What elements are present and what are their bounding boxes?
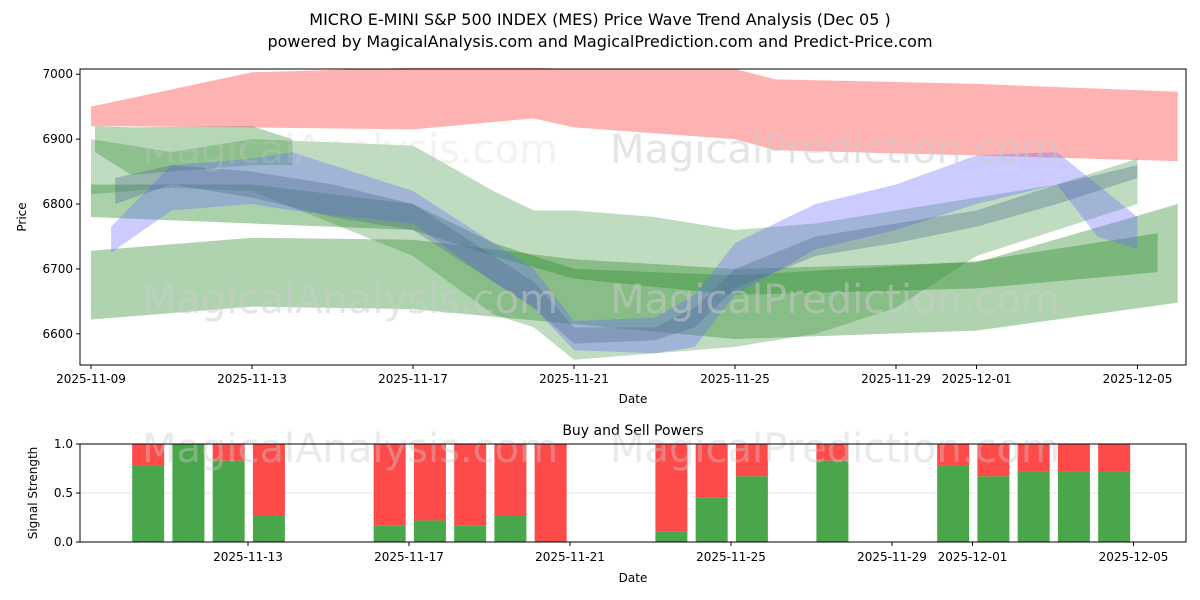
- subplot-title: Buy and Sell Powers: [562, 423, 703, 439]
- buy-bar: [454, 525, 487, 542]
- buy-bar: [937, 465, 970, 542]
- x-axis-label: Date: [619, 571, 648, 585]
- y-axis-label: Signal Strength: [26, 447, 40, 540]
- price-band-0: [91, 67, 1178, 162]
- price-band-4: [91, 139, 1138, 360]
- watermark: MagicalAnalysis.com: [142, 277, 558, 323]
- y-tick-label: 7000: [42, 67, 73, 81]
- sell-bar: [252, 444, 285, 516]
- buy-bar: [1098, 471, 1131, 542]
- buy-bar: [252, 515, 285, 542]
- sell-bar: [937, 444, 970, 466]
- sell-bar: [494, 444, 527, 516]
- buy-bar: [735, 476, 768, 542]
- watermark: MagicalPrediction.com: [610, 127, 1060, 173]
- x-tick-label: 2025-11-09: [56, 372, 126, 386]
- sell-bar: [413, 444, 446, 521]
- x-tick-label: 2025-11-17: [374, 550, 444, 564]
- plot-frame: [79, 68, 1187, 366]
- sell-bar: [1017, 444, 1050, 472]
- x-tick-label: 2025-12-05: [1099, 550, 1169, 564]
- chart-title: MICRO E-MINI S&P 500 INDEX (MES) Price W…: [309, 10, 891, 29]
- buy-bar: [172, 444, 205, 542]
- y-tick-label: 0.0: [54, 535, 73, 549]
- x-tick-label: 2025-11-21: [535, 550, 605, 564]
- price-band-3: [91, 184, 1158, 295]
- chart-subtitle: powered by MagicalAnalysis.com and Magic…: [267, 32, 933, 51]
- sell-bar: [132, 444, 165, 466]
- buy-bar: [373, 525, 406, 542]
- sell-bar: [816, 444, 849, 461]
- x-tick-label: 2025-11-13: [213, 550, 283, 564]
- x-tick-label: 2025-11-13: [217, 372, 287, 386]
- buy-bar: [655, 531, 688, 542]
- price-band-1: [95, 126, 293, 175]
- x-tick-label: 2025-11-25: [696, 550, 766, 564]
- buy-bar: [132, 465, 165, 542]
- buy-bar: [816, 460, 849, 542]
- x-tick-label: 2025-12-01: [942, 372, 1012, 386]
- buy-bar: [977, 476, 1010, 542]
- price-band-6: [115, 165, 1138, 344]
- x-axis-label: Date: [619, 392, 648, 406]
- price-band-5: [111, 152, 1138, 354]
- watermark: MagicalPrediction.com: [610, 277, 1060, 323]
- y-tick-label: 6600: [42, 327, 73, 341]
- buy-bar: [1017, 471, 1050, 542]
- sell-bar: [534, 444, 567, 542]
- watermark: MagicalPrediction.com: [610, 426, 1060, 472]
- y-tick-label: 6800: [42, 197, 73, 211]
- sell-bar: [1057, 444, 1090, 472]
- price-band-2: [91, 204, 1178, 340]
- watermark: MagicalAnalysis.com: [142, 426, 558, 472]
- sell-bar: [695, 444, 728, 498]
- x-tick-label: 2025-12-05: [1103, 372, 1173, 386]
- watermark: MagicalAnalysis.com: [142, 127, 558, 173]
- sell-bar: [454, 444, 487, 526]
- buy-bar: [212, 460, 245, 542]
- sell-bar: [373, 444, 406, 526]
- x-tick-label: 2025-11-29: [857, 550, 927, 564]
- x-tick-label: 2025-11-21: [539, 372, 609, 386]
- y-tick-label: 0.5: [54, 486, 73, 500]
- buy-bar: [494, 515, 527, 542]
- y-tick-label: 1.0: [54, 437, 73, 451]
- sell-bar: [212, 444, 245, 461]
- sell-bar: [655, 444, 688, 532]
- sell-bar: [977, 444, 1010, 477]
- sell-bar: [1098, 444, 1131, 472]
- buy-bar: [1057, 471, 1090, 542]
- sell-bar: [735, 444, 768, 477]
- x-tick-label: 2025-11-17: [378, 372, 448, 386]
- buy-bar: [413, 520, 446, 542]
- buy-bar: [695, 497, 728, 542]
- x-tick-label: 2025-11-29: [861, 372, 931, 386]
- y-axis-label: Price: [15, 202, 29, 231]
- x-tick-label: 2025-11-25: [700, 372, 770, 386]
- x-tick-label: 2025-12-01: [938, 550, 1008, 564]
- y-tick-label: 6700: [42, 262, 73, 276]
- y-tick-label: 6900: [42, 132, 73, 146]
